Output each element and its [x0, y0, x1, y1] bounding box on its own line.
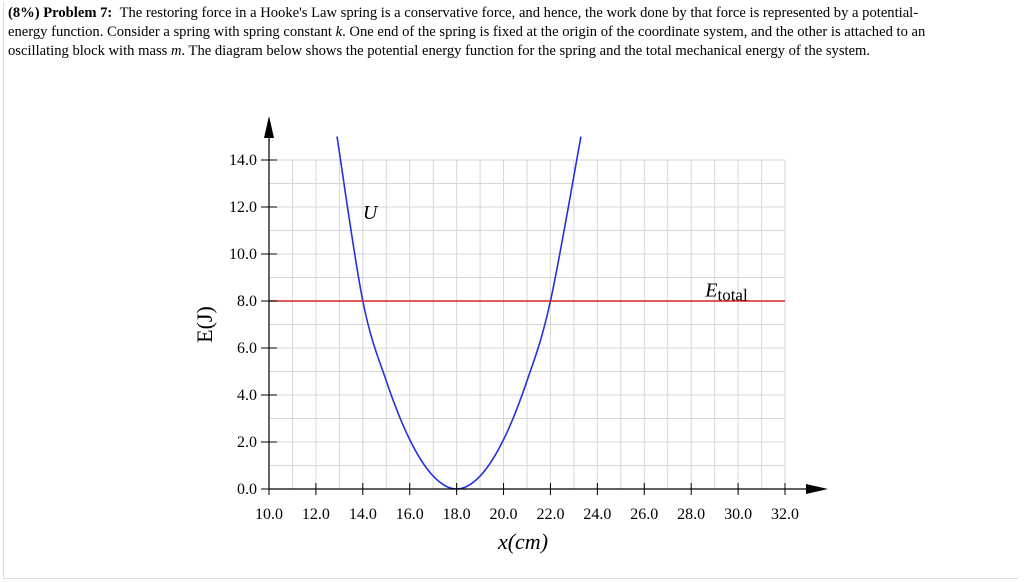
- problem-line-2: energy function. Consider a spring with …: [8, 24, 926, 40]
- problem-container: [3, 2, 1018, 579]
- y-tick-label: 14.0: [229, 152, 257, 169]
- y-tick-label: 12.0: [229, 199, 257, 216]
- potential-energy-label: U: [363, 202, 379, 224]
- x-tick-label: 16.0: [396, 506, 424, 523]
- x-tick-label: 22.0: [536, 506, 564, 523]
- x-tick-label: 12.0: [302, 506, 330, 523]
- x-axis-label: x(cm): [497, 529, 548, 554]
- total-energy-subscript: total: [717, 285, 747, 304]
- problem-statement: (8%) Problem 7: The restoring force in a…: [8, 4, 1008, 61]
- x-tick-label: 24.0: [583, 506, 611, 523]
- y-tick-label: 8.0: [237, 293, 257, 310]
- total-energy-label: Etotal: [704, 279, 748, 304]
- problem-text-1: The restoring force in a Hooke's Law spr…: [119, 5, 919, 21]
- x-tick-label: 26.0: [630, 506, 658, 523]
- chart-labels: 10.0 12.0 14.0 16.0 18.0 20.0 22.0 24.0 26.0 28.0…: [192, 152, 799, 554]
- x-tick-label: 30.0: [724, 506, 752, 523]
- chart-axes: [261, 116, 828, 495]
- y-tick-label: 10.0: [229, 246, 257, 263]
- problem-label: (8%) Problem 7:: [8, 5, 113, 21]
- y-tick-label: 0.0: [237, 481, 257, 498]
- var-k: k: [335, 24, 343, 40]
- x-tick-label: 28.0: [677, 506, 705, 523]
- chart-grid: [268, 159, 786, 490]
- x-axis-arrow-icon: [806, 484, 828, 494]
- x-tick-label: 32.0: [771, 506, 799, 523]
- potential-energy-curve: [336, 136, 582, 490]
- y-axis-label: E(J): [192, 306, 217, 343]
- var-m: m: [170, 43, 182, 59]
- problem-line-1: (8%) Problem 7: The restoring force in a…: [8, 4, 1008, 23]
- y-tick-label: 2.0: [237, 434, 257, 451]
- x-tick-label: 10.0: [255, 506, 283, 523]
- x-tick-label: 18.0: [443, 506, 471, 523]
- y-tick-label: 6.0: [237, 340, 257, 357]
- y-tick-label: 4.0: [237, 387, 257, 404]
- x-tick-label: 14.0: [349, 506, 377, 523]
- x-tick-label: 20.0: [490, 506, 518, 523]
- y-axis-arrow-icon: [264, 116, 274, 138]
- problem-line-3: oscillating block with mass m. The diagr…: [8, 43, 871, 59]
